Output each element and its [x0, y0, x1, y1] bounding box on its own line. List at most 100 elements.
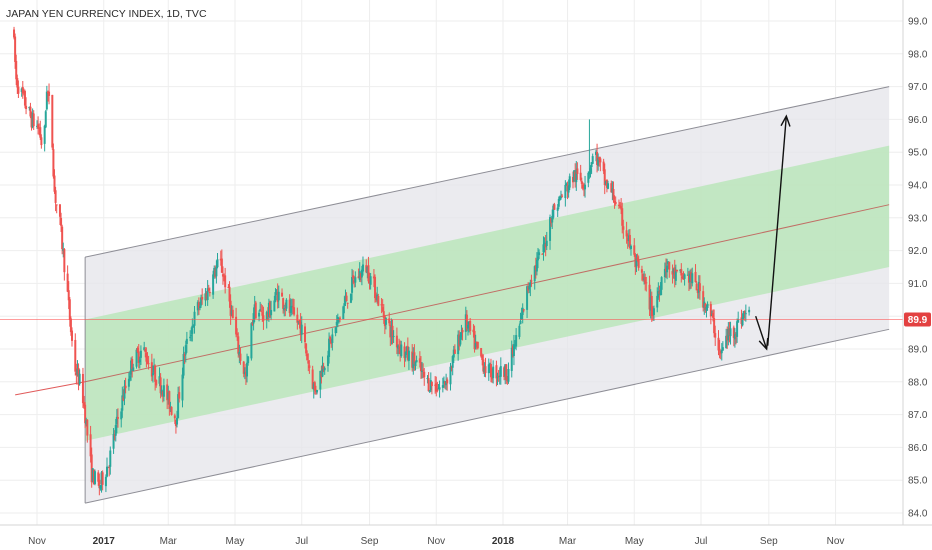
candle-body: [442, 380, 445, 384]
candle-body: [435, 383, 438, 392]
candle-body: [617, 204, 620, 206]
candle-body: [193, 311, 196, 326]
trend-line-group: [15, 381, 86, 396]
candle-body: [173, 415, 176, 419]
candle-body: [139, 350, 142, 358]
candle-body: [480, 348, 483, 357]
candle-body: [300, 324, 303, 335]
candle-body: [28, 106, 31, 109]
candle-body: [491, 376, 494, 380]
candle-body: [93, 471, 96, 485]
candle-body: [162, 385, 165, 397]
time-tick-label: 2018: [492, 536, 515, 547]
time-tick-label: Sep: [760, 536, 778, 547]
candle-body: [743, 311, 746, 313]
price-tick-label: 97.0: [908, 82, 928, 93]
candle-body: [99, 485, 102, 489]
candle-body: [77, 367, 80, 386]
candle-body: [415, 360, 418, 363]
candle-body: [181, 374, 184, 401]
candle-body: [576, 168, 579, 175]
candle-body: [690, 272, 693, 282]
candle-body: [21, 86, 24, 94]
candle-body: [704, 303, 707, 311]
candle-body: [101, 472, 104, 485]
price-tick-label: 95.0: [908, 148, 928, 159]
candle-body: [651, 314, 654, 316]
candle-body: [196, 302, 199, 311]
candle-body: [297, 321, 300, 323]
candle-body: [189, 336, 192, 339]
candle-body: [683, 274, 686, 279]
candle-body: [352, 275, 355, 279]
candle-body: [458, 334, 461, 347]
candle-body: [228, 286, 231, 302]
candle-body: [450, 366, 453, 368]
candle-body: [236, 333, 239, 336]
candle-body: [320, 372, 323, 378]
candle-body: [166, 384, 169, 401]
candle-body: [667, 261, 670, 264]
candle-body: [190, 335, 193, 337]
price-axis-background[interactable]: [903, 0, 932, 525]
candle-body: [698, 283, 701, 292]
candle-body: [552, 205, 555, 218]
candle-body: [557, 198, 560, 207]
candle-body: [687, 275, 690, 283]
time-tick-label: Jul: [295, 536, 308, 547]
candle-body: [215, 267, 218, 277]
candle-body: [177, 394, 180, 419]
candle-body: [231, 309, 234, 319]
candle-body: [366, 266, 369, 274]
candle-body: [605, 179, 608, 188]
candle-body: [419, 362, 422, 372]
candle-body: [159, 377, 162, 394]
candle-body: [499, 366, 502, 377]
candle-body: [201, 297, 204, 300]
candle-body: [581, 184, 584, 189]
candle-body: [68, 299, 71, 320]
candle-body: [545, 240, 548, 247]
candle-body: [229, 300, 232, 316]
candle-body: [492, 366, 495, 379]
price-tick-label: 88.0: [908, 377, 928, 388]
candle-body: [16, 78, 19, 88]
candle-body: [146, 360, 149, 364]
candle-body: [78, 373, 81, 385]
candle-body: [265, 312, 268, 321]
candle-body: [399, 346, 402, 355]
candle-body: [305, 343, 308, 354]
candle-body: [276, 291, 279, 302]
candle-body: [597, 157, 600, 166]
candle-body: [269, 302, 271, 317]
candle-body: [561, 195, 564, 197]
candle-body: [649, 297, 652, 311]
candle-body: [541, 253, 544, 255]
candle-body: [622, 226, 625, 230]
candle-body: [84, 404, 87, 424]
candle-body: [106, 466, 109, 477]
candle-body: [252, 313, 255, 324]
candle-body: [679, 269, 682, 271]
candle-body: [299, 321, 302, 335]
price-tick-label: 99.0: [908, 17, 928, 28]
candle-body: [52, 149, 55, 177]
candle-body: [342, 306, 345, 320]
candle-body: [97, 472, 100, 482]
candle-body: [311, 369, 314, 389]
candle-body: [206, 288, 209, 301]
candle-body: [136, 347, 139, 352]
candle-body: [182, 354, 185, 376]
candle-body: [469, 320, 472, 331]
candle-body: [488, 363, 491, 366]
candle-body: [464, 314, 467, 332]
time-tick-label: May: [625, 536, 644, 547]
candle-body: [372, 276, 375, 279]
candle-body: [316, 389, 319, 393]
candle-body: [620, 206, 623, 210]
candle-body: [579, 172, 582, 180]
candle-body: [369, 276, 372, 285]
time-axis-labels[interactable]: Nov 2017 Mar May Jul Sep Nov 2018 Mar May Jul Sep No…: [28, 536, 844, 547]
